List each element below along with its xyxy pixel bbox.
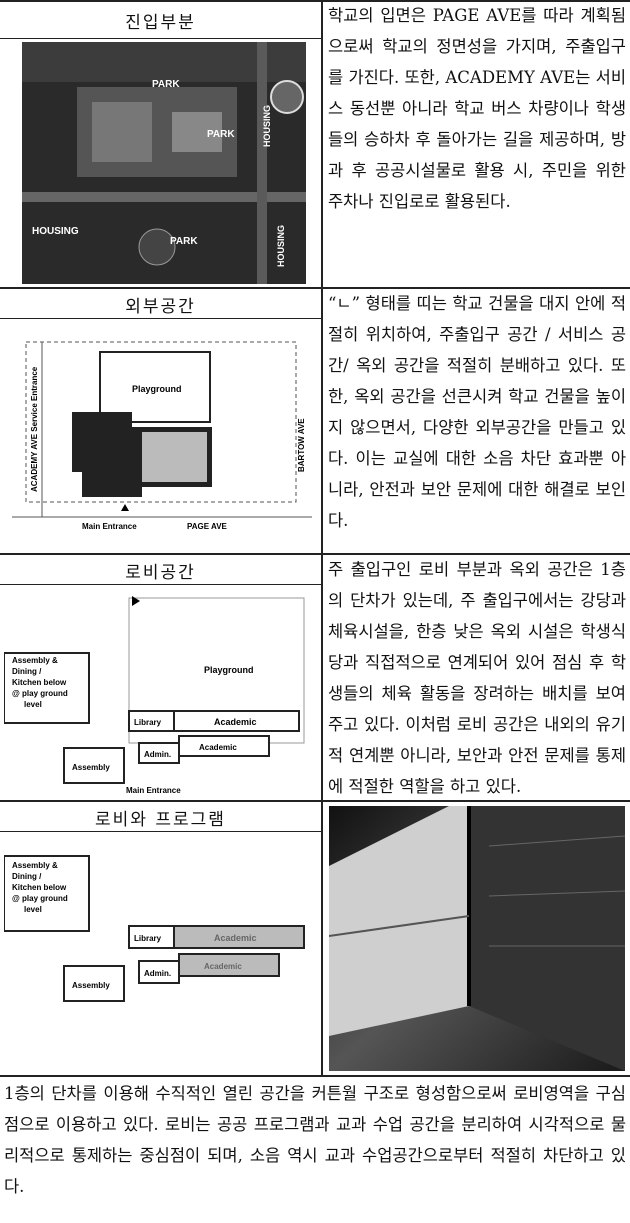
figure-label: PARK <box>170 236 198 247</box>
rule <box>0 38 321 39</box>
site-plan: ACADEMY AVE Service Entrance Playground … <box>12 341 312 531</box>
figure-label: Kitchen below <box>12 883 67 892</box>
cell-heading: 로비와 프로그램 <box>95 810 226 830</box>
figure-label: Assembly & <box>12 861 58 870</box>
figure-label: @ play ground <box>12 894 68 903</box>
figure-label: Academic <box>204 962 242 971</box>
lobby-plan: Playground Assembly & Dining / Kitchen b… <box>4 596 305 795</box>
lobby-photo <box>329 806 625 1071</box>
figure-label: Kitchen below <box>12 678 67 687</box>
figure-label: Academic <box>214 933 257 943</box>
figure-label: level <box>24 905 42 914</box>
figure-label: PARK <box>207 129 235 140</box>
rule <box>0 800 630 802</box>
figure-label: Playground <box>204 665 254 675</box>
figure-label: @ play ground <box>12 689 68 698</box>
figure-label: Assembly <box>72 763 110 772</box>
figure-label: Main Entrance <box>82 522 137 531</box>
figure-label: PARK <box>152 79 180 90</box>
figure-label: Library <box>134 934 162 943</box>
figure-label: Admin. <box>144 969 171 978</box>
cell-heading: 진입부분 <box>125 13 196 33</box>
figure-label: Assembly & <box>12 656 58 665</box>
figure-label: Library <box>134 718 162 727</box>
figure-label: Academic <box>199 743 237 752</box>
figure-label: Playground <box>132 384 182 394</box>
rule <box>0 318 321 319</box>
rule <box>0 584 321 585</box>
figure-label: Main Entrance <box>126 786 181 795</box>
figure-label: PAGE AVE <box>187 522 228 531</box>
figure-label: HOUSING <box>32 226 79 237</box>
paragraph: 주 출입구인 로비 부분과 옥외 공간은 1층의 단차가 있는데, 주 출입구에… <box>328 560 626 796</box>
cell-heading: 외부공간 <box>125 297 196 317</box>
rule <box>0 0 630 2</box>
figure-label: ACADEMY AVE Service Entrance <box>30 366 39 492</box>
program-plan: Assembly & Dining / Kitchen below @ play… <box>4 855 305 1002</box>
rule <box>0 287 630 289</box>
figure-label: BARTOW AVE <box>297 418 306 472</box>
figure-label: Dining / <box>12 872 42 881</box>
figure-label: Assembly <box>72 981 110 990</box>
rule <box>0 831 321 832</box>
rule <box>0 553 630 555</box>
paragraph: 학교의 입면은 PAGE AVE를 따라 계획됨으로써 학교의 정면성을 가지며… <box>328 6 626 211</box>
figure-label: HOUSING <box>262 105 272 147</box>
rule <box>321 0 323 1075</box>
aerial-photo: PARK PARK HOUSING HOUSING PARK HOUSING <box>22 42 306 284</box>
cell-heading: 로비공간 <box>125 563 196 583</box>
paragraph: “ㄴ” 형태를 띠는 학교 건물을 대지 안에 적절히 위치하여, 주출입구 공… <box>328 294 626 530</box>
figure-label: HOUSING <box>276 225 286 267</box>
figure-label: Academic <box>214 717 257 727</box>
paragraph: 1층의 단차를 이용해 수직적인 열린 공간을 커튼월 구조로 형성함으로써 로… <box>4 1084 626 1196</box>
figure-label: Dining / <box>12 667 42 676</box>
figure-label: Admin. <box>144 750 171 759</box>
rule <box>0 1075 630 1077</box>
figure-label: level <box>24 700 42 709</box>
